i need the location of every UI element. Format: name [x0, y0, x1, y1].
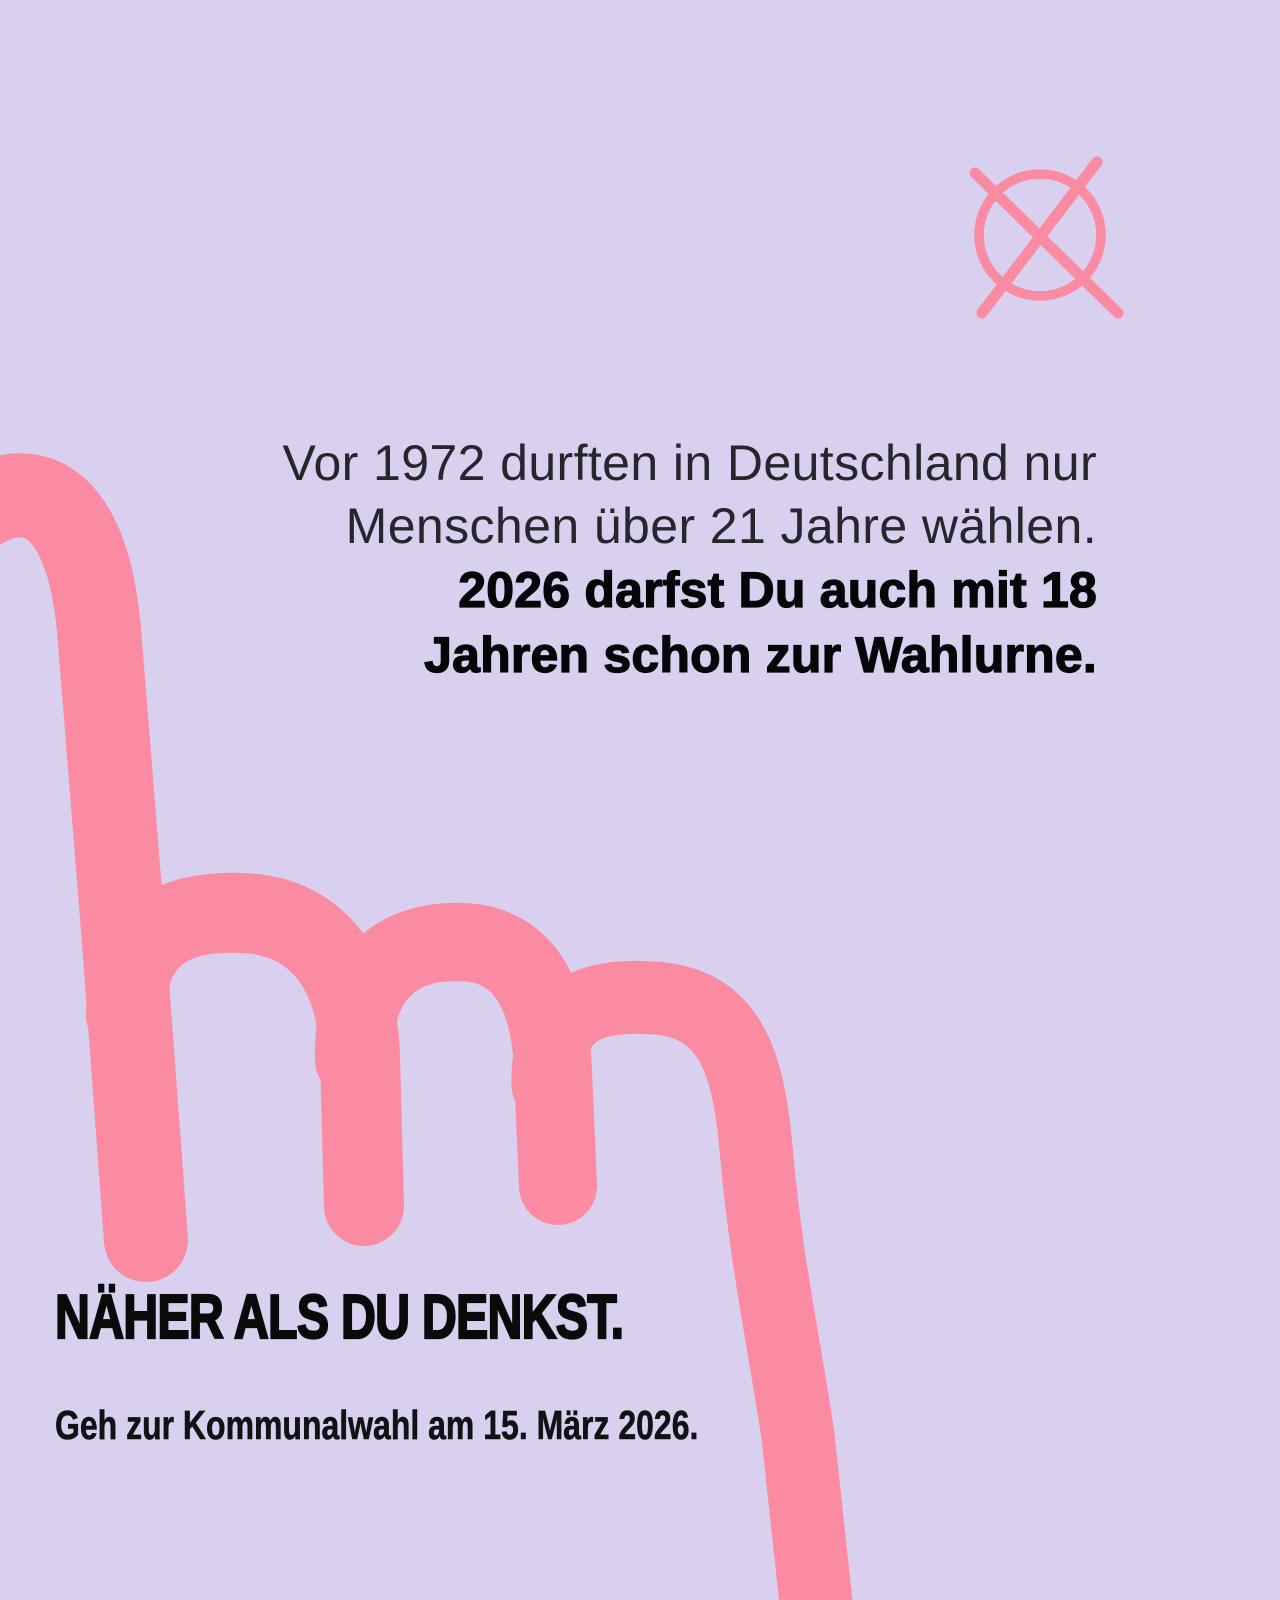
- message-block: Vor 1972 durften in Deutschland nur Mens…: [282, 432, 1097, 688]
- squiggle-stem: [0, 453, 188, 1282]
- message-line-3: 2026 darfst Du auch mit 18: [458, 561, 1098, 618]
- campaign-subline: Geh zur Kommunalwahl am 15. März 2026.: [55, 1402, 699, 1449]
- ballot-x-line-2: [976, 156, 1103, 319]
- ballot-x-line-1: [969, 167, 1124, 319]
- footer-block: NÄHER ALS DU DENKST. Geh zur Kommunalwah…: [54, 1283, 880, 1449]
- ballot-circle: [974, 169, 1106, 301]
- message-line-1: Vor 1972 durften in Deutschland nur: [282, 435, 1097, 491]
- campaign-headline: NÄHER ALS DU DENKST.: [54, 1283, 625, 1352]
- squiggle-hump-3-descender: [511, 960, 853, 1600]
- ballot-cross-icon: [969, 156, 1124, 319]
- message-line-2: Menschen über 21 Jahre wählen.: [345, 498, 1097, 554]
- message-line-4: Jahren schon zur Wahlurne.: [423, 626, 1097, 683]
